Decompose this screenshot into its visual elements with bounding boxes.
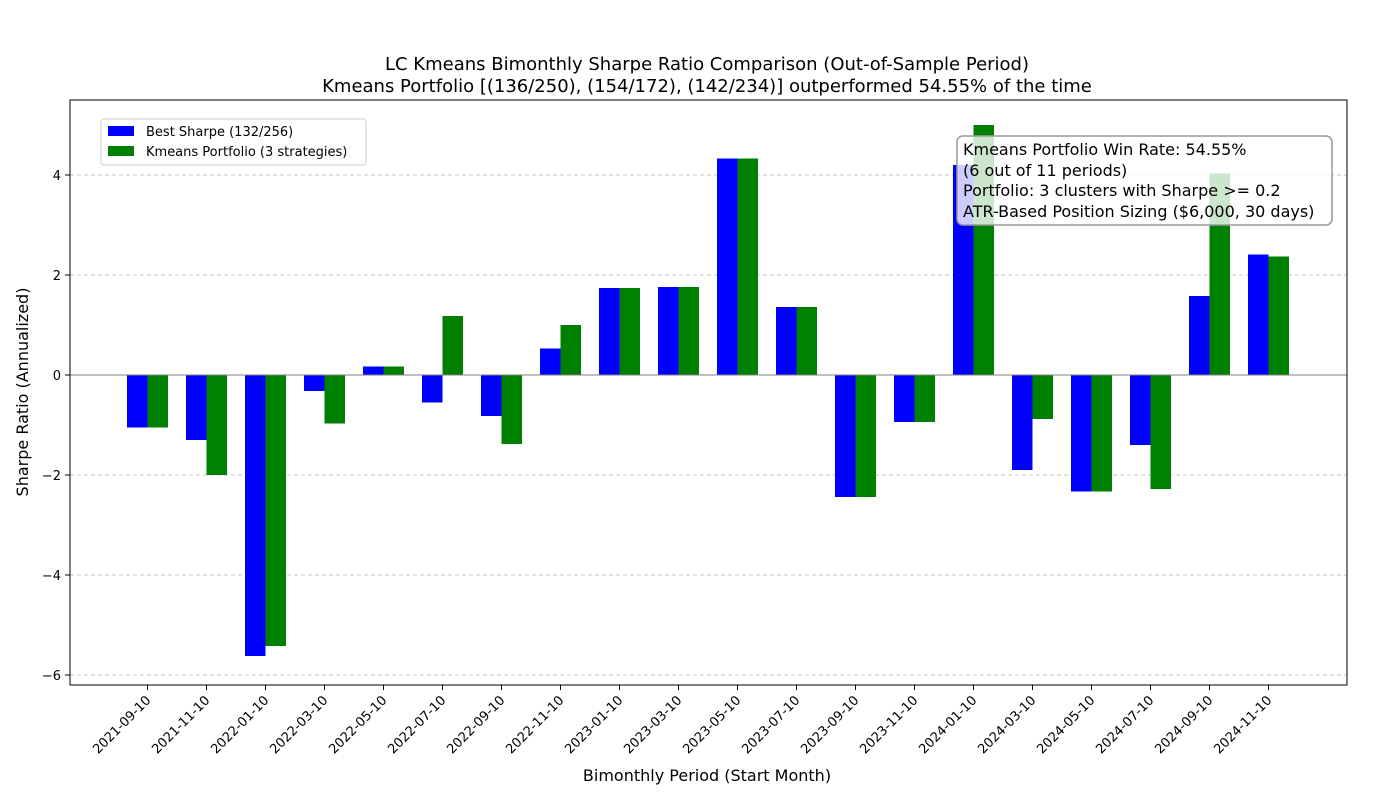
plot-frame <box>69 99 1348 686</box>
y-axis-label: Sharpe Ratio (Annualized) <box>13 288 32 497</box>
legend-label-best-sharpe: Best Sharpe (132/256) <box>146 125 293 140</box>
x-tick-label: 2023-01-10 <box>562 693 626 757</box>
x-axis: 2021-09-102021-11-102022-01-102022-03-10… <box>90 685 1275 757</box>
bar-kmeans-portfolio <box>324 375 345 424</box>
legend-swatch-kmeans-portfolio <box>108 146 134 156</box>
bar-kmeans-portfolio <box>855 375 876 497</box>
bar-best-sharpe <box>1189 296 1210 375</box>
legend-box <box>100 118 367 166</box>
y-tick-label: −2 <box>42 469 61 484</box>
bar-best-sharpe <box>1130 375 1151 445</box>
bar-best-sharpe <box>245 375 266 656</box>
x-tick-label: 2023-07-10 <box>739 693 803 757</box>
bar-kmeans-portfolio <box>678 287 699 375</box>
annotation-line-win-rate: Kmeans Portfolio Win Rate: 54.55% <box>963 140 1247 159</box>
bar-kmeans-portfolio <box>796 307 817 375</box>
x-tick-label: 2021-09-10 <box>90 693 154 757</box>
x-tick-label: 2022-01-10 <box>208 693 272 757</box>
y-tick-label: −6 <box>42 669 61 684</box>
x-tick-label: 2024-01-10 <box>916 693 980 757</box>
chart-subtitle: Kmeans Portfolio [(136/250), (154/172), … <box>322 76 1092 97</box>
annotation-line-portfolio: Portfolio: 3 clusters with Sharpe >= 0.2 <box>963 181 1281 200</box>
x-tick-label: 2022-03-10 <box>267 693 331 757</box>
legend-swatch-best-sharpe <box>108 126 134 136</box>
x-tick-label: 2022-11-10 <box>503 693 567 757</box>
bar-kmeans-portfolio <box>1268 256 1289 375</box>
y-tick-label: −4 <box>42 569 61 584</box>
y-tick-label: 2 <box>53 269 61 284</box>
bar-best-sharpe <box>1248 254 1269 375</box>
bar-best-sharpe <box>1012 375 1033 470</box>
bar-best-sharpe <box>658 287 679 375</box>
x-axis-label: Bimonthly Period (Start Month) <box>583 766 831 785</box>
bar-best-sharpe <box>422 375 443 403</box>
annotation-line-periods: (6 out of 11 periods) <box>963 161 1127 180</box>
bar-kmeans-portfolio <box>1150 375 1171 489</box>
bar-kmeans-portfolio <box>206 375 227 475</box>
win-rate-annotation: Kmeans Portfolio Win Rate: 54.55% (6 out… <box>956 135 1333 226</box>
bar-best-sharpe <box>481 375 502 416</box>
annotation-box <box>956 135 1333 226</box>
bar-kmeans-portfolio <box>265 375 286 646</box>
x-tick-label: 2024-11-10 <box>1211 693 1275 757</box>
x-tick-label: 2022-09-10 <box>444 693 508 757</box>
legend-label-kmeans-portfolio: Kmeans Portfolio (3 strategies) <box>146 145 347 160</box>
x-tick-label: 2023-03-10 <box>621 693 685 757</box>
bar-kmeans-portfolio <box>501 375 522 444</box>
bar-best-sharpe <box>835 375 856 497</box>
x-tick-label: 2024-03-10 <box>975 693 1039 757</box>
bar-kmeans-portfolio <box>1091 375 1112 492</box>
x-tick-label: 2023-09-10 <box>798 693 862 757</box>
bar-best-sharpe <box>599 288 620 375</box>
x-tick-label: 2023-05-10 <box>680 693 744 757</box>
bar-kmeans-portfolio <box>442 316 463 375</box>
y-tick-label: 0 <box>53 369 61 384</box>
bar-kmeans-portfolio <box>383 366 404 375</box>
x-tick-label: 2022-05-10 <box>326 693 390 757</box>
bar-best-sharpe <box>304 375 325 391</box>
x-tick-label: 2022-07-10 <box>385 693 449 757</box>
bar-best-sharpe <box>186 375 207 440</box>
x-tick-label: 2023-11-10 <box>857 693 921 757</box>
bar-best-sharpe <box>540 348 561 375</box>
bar-kmeans-portfolio <box>147 375 168 428</box>
bars <box>127 125 1289 656</box>
chart-title: LC Kmeans Bimonthly Sharpe Ratio Compari… <box>385 54 1029 75</box>
y-tick-label: 4 <box>53 169 61 184</box>
bar-kmeans-portfolio <box>737 158 758 375</box>
bar-best-sharpe <box>127 375 148 428</box>
bar-best-sharpe <box>363 366 384 375</box>
bar-best-sharpe <box>776 307 797 375</box>
x-tick-label: 2024-07-10 <box>1093 693 1157 757</box>
bar-kmeans-portfolio <box>619 288 640 375</box>
bar-best-sharpe <box>717 158 738 375</box>
bar-kmeans-portfolio <box>560 325 581 375</box>
bar-kmeans-portfolio <box>914 375 935 422</box>
x-tick-label: 2024-09-10 <box>1152 693 1216 757</box>
legend: Best Sharpe (132/256) Kmeans Portfolio (… <box>100 118 367 166</box>
y-axis: −6 −4 −2 0 2 4 <box>42 169 70 684</box>
annotation-line-position-sizing: ATR-Based Position Sizing ($6,000, 30 da… <box>963 202 1314 221</box>
x-tick-label: 2021-11-10 <box>149 693 213 757</box>
bar-best-sharpe <box>1071 375 1092 492</box>
x-tick-label: 2024-05-10 <box>1034 693 1098 757</box>
bar-kmeans-portfolio <box>1032 375 1053 419</box>
bar-best-sharpe <box>894 375 915 422</box>
